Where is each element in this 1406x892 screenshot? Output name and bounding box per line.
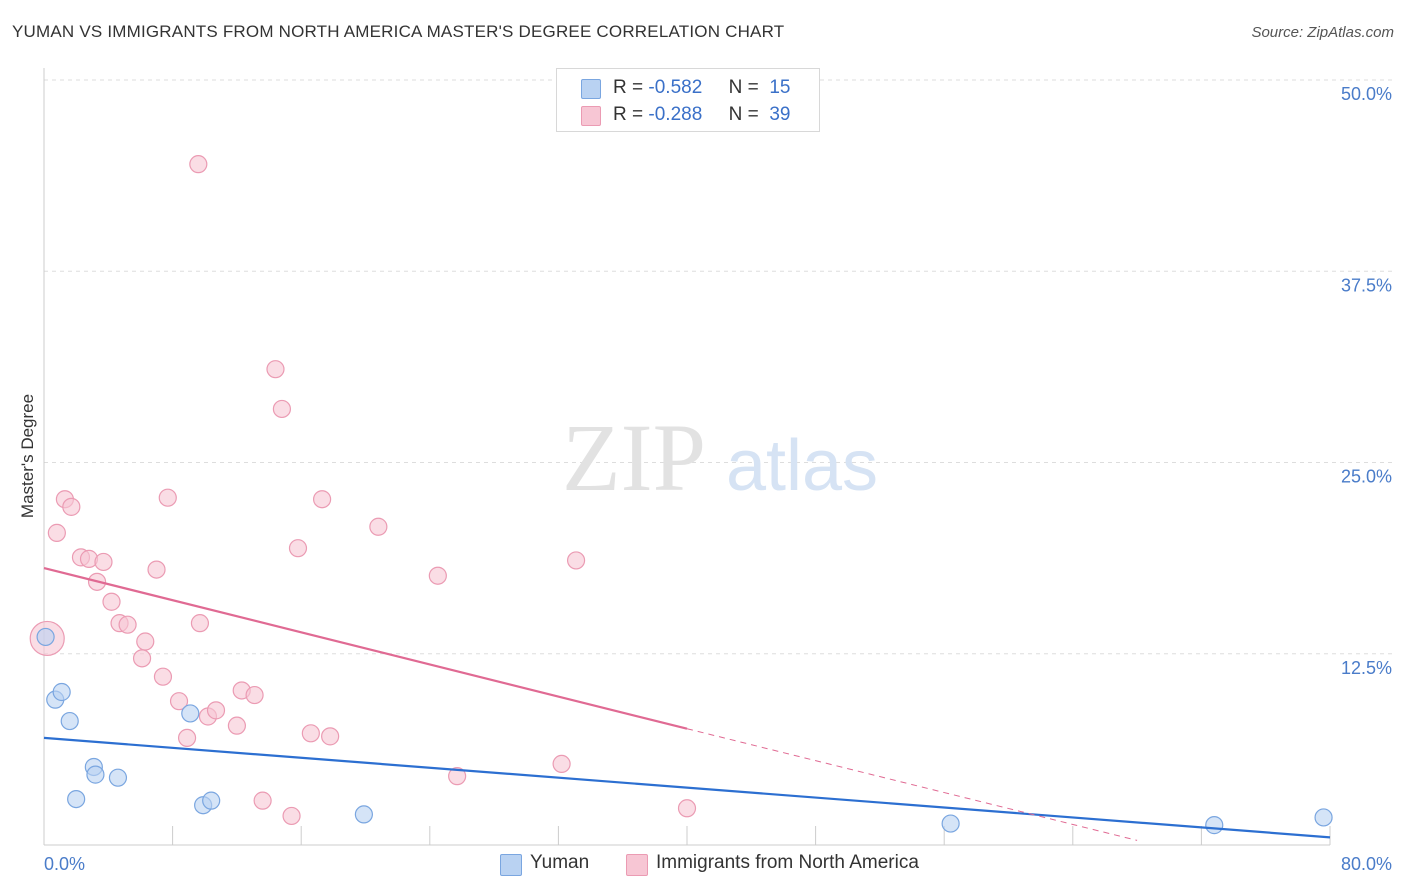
immigrants-point (288, 539, 308, 558)
immigrants-point (177, 728, 197, 748)
immigrants-point (227, 716, 246, 735)
immigrants-point (369, 517, 388, 536)
r-label: R = (613, 104, 644, 125)
y-axis-label: Master's Degree (18, 394, 37, 518)
immigrants-legend-swatch (626, 854, 648, 876)
y-tick-label: 50.0% (1341, 84, 1392, 104)
immigrants-point (189, 155, 208, 174)
immigrants-point (272, 399, 292, 419)
n-label: N = (728, 104, 759, 125)
immigrants-point (282, 806, 301, 826)
watermark: ZIP atlas (562, 404, 878, 511)
r-value: -0.288 (648, 104, 703, 125)
axis-layer (43, 68, 1331, 846)
immigrants-point (169, 692, 189, 711)
immigrants-point (190, 614, 210, 633)
immigrants-point (136, 632, 155, 651)
immigrants-point (301, 724, 320, 743)
yuman-point (354, 805, 373, 824)
yuman-point (67, 789, 86, 809)
immigrants-point (566, 551, 586, 570)
y-tick-label: 12.5% (1341, 658, 1392, 678)
yuman-point (1205, 816, 1224, 835)
yuman-swatch (581, 79, 601, 99)
r-label: R = (613, 77, 644, 98)
immigrants-point (552, 754, 571, 774)
immigrants-swatch (581, 106, 601, 126)
yuman-point (108, 768, 128, 787)
immigrants-point (132, 649, 152, 668)
immigrants-point (253, 791, 272, 810)
yuman-point (86, 765, 105, 784)
r-value: -0.582 (648, 77, 703, 98)
immigrants-point (118, 615, 137, 634)
immigrants-point (312, 490, 332, 509)
immigrants-point (94, 552, 113, 572)
source-label: Source: ZipAtlas.com (1251, 24, 1394, 41)
y-tick-label: 37.5% (1341, 275, 1392, 295)
immigrants-point (147, 560, 166, 579)
yuman-point (1314, 808, 1333, 827)
immigrants-point (47, 523, 66, 542)
yuman-point (36, 627, 55, 647)
y-tick-label: 25.0% (1341, 467, 1392, 487)
grid-layer (44, 79, 1392, 655)
label-layer: 12.5% 25.0% 37.5% 50.0% 0.0% 80.0% (44, 84, 1392, 874)
x-tick-label: 80.0% (1341, 854, 1392, 874)
stats-legend: R = -0.582 N = 15 R = -0.288 N = 39 (556, 68, 820, 132)
yuman-point (202, 791, 221, 810)
immigrants-trend-line (43, 567, 688, 730)
immigrants-point (206, 701, 226, 720)
immigrants-point (428, 566, 447, 585)
immigrants-point (158, 488, 177, 507)
immigrants-point (62, 497, 81, 516)
legend-label: Yuman (530, 852, 590, 873)
immigrants-point (448, 767, 467, 786)
yuman-point (60, 711, 79, 731)
yuman-point (52, 682, 71, 702)
immigrants-point (266, 360, 285, 379)
yuman-trend-line (43, 736, 1331, 839)
yuman-point (941, 814, 960, 833)
immigrants-point (677, 799, 697, 818)
yuman-point (181, 704, 200, 723)
immigrants-point (102, 592, 121, 611)
legend-label: Immigrants from North America (656, 852, 919, 873)
x-tick-label: 0.0% (44, 854, 85, 874)
chart-title: YUMAN VS IMMIGRANTS FROM NORTH AMERICA M… (12, 22, 785, 41)
immigrants-trend-extension (686, 728, 1138, 841)
immigrants-point (245, 685, 264, 705)
immigrants-point (321, 727, 340, 746)
n-label: N = (728, 77, 759, 98)
n-value: 15 (769, 77, 791, 98)
n-value: 39 (769, 104, 791, 125)
immigrants-point (153, 667, 173, 686)
watermark-atlas: atlas (726, 426, 878, 506)
points-layer (29, 155, 1333, 835)
yuman-legend-swatch (500, 854, 522, 876)
watermark-zip: ZIP (562, 404, 706, 511)
trend-layer (43, 567, 1331, 841)
